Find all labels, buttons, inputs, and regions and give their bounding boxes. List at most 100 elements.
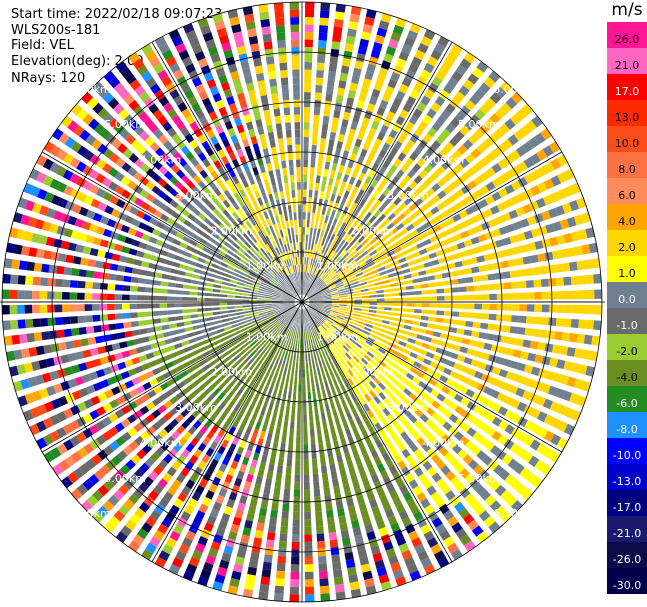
range-gate [257, 126, 265, 135]
range-gate [299, 347, 302, 355]
range-gate [326, 411, 332, 420]
range-gate [176, 120, 186, 131]
range-gate [523, 157, 535, 169]
range-gate [76, 108, 89, 121]
range-gate [343, 318, 351, 323]
range-gate [385, 548, 397, 558]
range-gate [393, 333, 402, 339]
range-gate [311, 250, 316, 259]
range-gate [92, 212, 103, 222]
range-gate [398, 313, 407, 318]
range-gate [183, 376, 192, 385]
range-gate [97, 202, 108, 212]
range-gate [176, 348, 185, 356]
range-gate [376, 310, 384, 315]
range-gate [65, 254, 75, 264]
range-gate [251, 544, 261, 554]
range-gate [570, 275, 579, 285]
range-gate [227, 265, 235, 271]
range-gate [295, 308, 299, 316]
range-gate [273, 308, 281, 311]
range-gate [438, 257, 447, 264]
range-gate [420, 524, 431, 535]
range-gate [262, 341, 269, 349]
range-gate [531, 366, 541, 376]
range-gate [172, 336, 181, 343]
range-gate [311, 284, 317, 291]
range-gate [56, 443, 68, 455]
range-gate [279, 262, 285, 270]
range-gate [303, 264, 306, 273]
range-gate [82, 113, 94, 126]
range-gate [188, 37, 200, 48]
range-gate [412, 431, 421, 441]
range-gate [92, 358, 102, 367]
range-gate [376, 519, 386, 530]
range-gate [284, 244, 288, 252]
range-gate [189, 223, 199, 232]
range-gate [261, 282, 269, 287]
range-gate [82, 180, 93, 191]
range-gate [332, 300, 340, 302]
range-gate [321, 130, 328, 139]
range-gate [128, 348, 138, 356]
range-gate [227, 127, 236, 137]
range-gate [531, 115, 543, 128]
range-gate [138, 482, 149, 493]
range-gate [109, 195, 119, 205]
range-gate [260, 339, 267, 347]
range-gate [182, 297, 190, 301]
range-gate [257, 306, 265, 309]
range-gate [217, 360, 226, 368]
range-gate [411, 537, 423, 548]
range-gate [328, 250, 335, 258]
range-gate [309, 273, 313, 281]
range-gate [378, 526, 389, 537]
range-gate [413, 175, 423, 185]
range-gate [317, 327, 323, 335]
range-gate [118, 504, 130, 516]
range-gate [488, 313, 497, 321]
range-gate [335, 591, 346, 600]
range-gate [230, 523, 240, 534]
range-gate [162, 266, 172, 273]
range-ring-label: 1.00km [246, 260, 288, 273]
range-gate [497, 158, 509, 170]
range-gate [223, 241, 232, 249]
range-gate [460, 171, 471, 182]
range-gate [195, 109, 205, 119]
range-gate [275, 357, 280, 365]
range-gate [91, 454, 103, 466]
range-gate [236, 124, 245, 134]
range-gate [208, 272, 217, 278]
range-gate [279, 317, 286, 323]
range-gate [158, 95, 170, 107]
range-gate [287, 299, 295, 302]
range-gate [362, 570, 373, 581]
range-ring-label: 2.00km [352, 366, 394, 379]
range-gate [179, 242, 188, 249]
range-gate [414, 290, 422, 295]
range-gate [268, 354, 275, 362]
range-gate [304, 324, 307, 332]
range-gate [379, 270, 388, 276]
range-gate [179, 370, 188, 379]
range-gate [308, 406, 313, 415]
range-gate [242, 302, 250, 305]
range-gate [94, 335, 104, 344]
colorbar-segment [607, 22, 647, 48]
range-gate [296, 309, 300, 317]
range-gate [183, 346, 192, 353]
range-gate [280, 443, 286, 451]
range-gate [485, 399, 495, 409]
range-gate [483, 342, 493, 351]
range-gate [287, 304, 295, 307]
range-gate [282, 261, 287, 269]
range-gate [296, 308, 300, 316]
range-gate [249, 159, 257, 169]
range-gate [300, 287, 302, 295]
range-gate [483, 76, 496, 89]
range-gate [404, 279, 413, 285]
range-gate [304, 17, 314, 25]
range-gate [332, 33, 342, 43]
